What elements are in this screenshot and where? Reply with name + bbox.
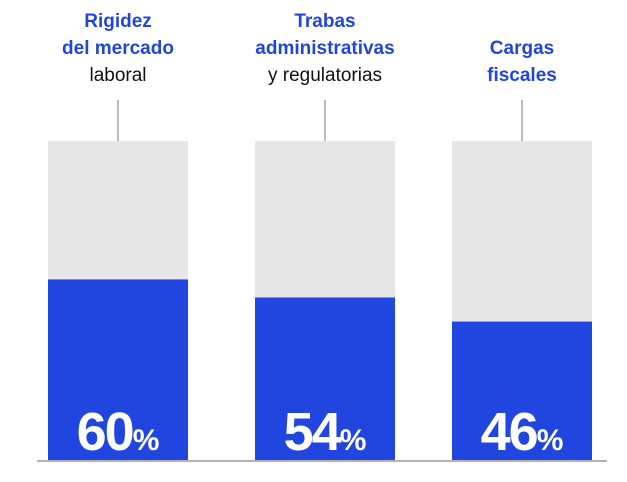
value-label: 46% — [481, 402, 564, 462]
bar — [452, 321, 592, 460]
category-label: Cargas — [490, 38, 554, 59]
category-label: fiscales — [487, 65, 557, 86]
category-label: Rigidez — [84, 11, 152, 32]
category-label: del mercado — [62, 38, 174, 59]
category-label: laboral — [89, 65, 146, 86]
value-number: 60 — [77, 402, 133, 462]
value-number: 54 — [284, 402, 342, 462]
bar — [255, 297, 395, 460]
value-unit: % — [340, 424, 367, 457]
value-number: 46 — [481, 402, 538, 462]
category-label: Trabas — [294, 11, 355, 32]
value-label: 60% — [77, 402, 160, 462]
value-label: 54% — [284, 402, 367, 462]
value-unit: % — [133, 424, 160, 457]
value-unit: % — [537, 424, 564, 457]
category-label: y regulatorias — [268, 65, 382, 86]
category-label: administrativas — [255, 38, 394, 59]
bar — [48, 279, 188, 460]
